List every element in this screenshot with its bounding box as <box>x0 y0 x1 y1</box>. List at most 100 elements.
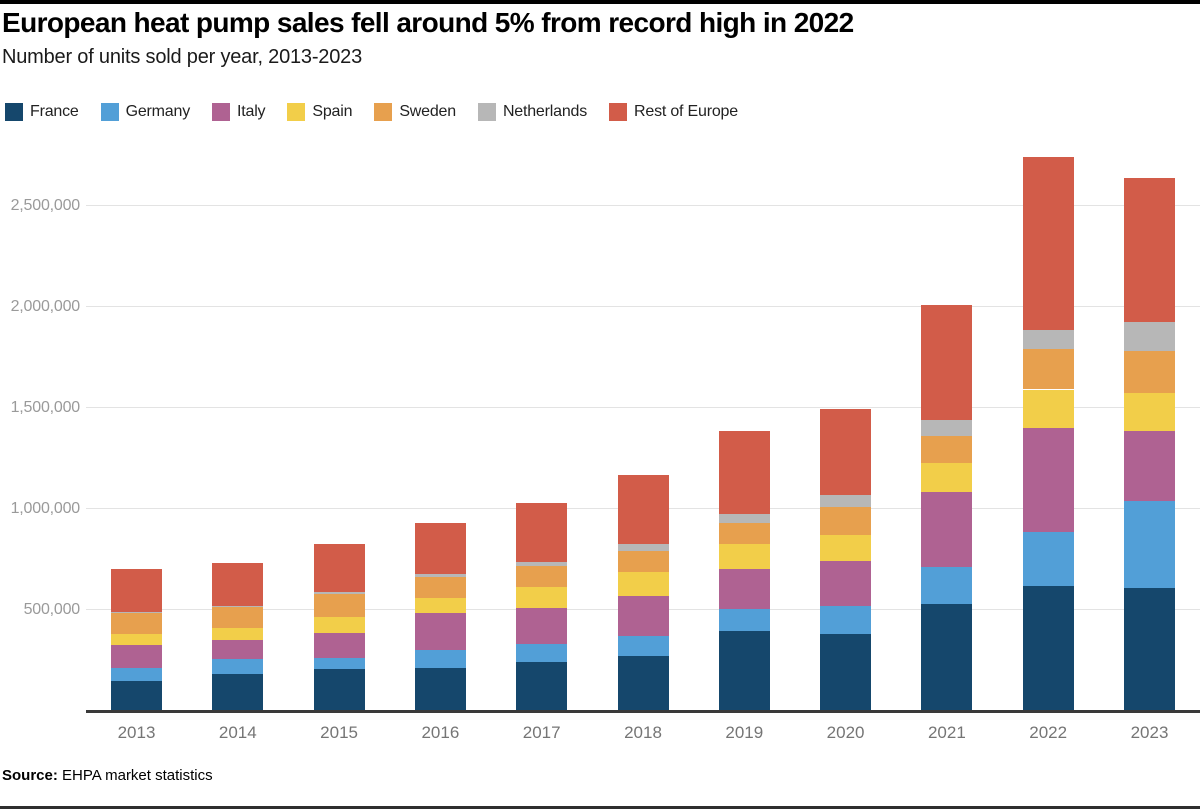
source-text: EHPA market statistics <box>57 767 213 784</box>
bar-segment-italy-2021 <box>921 491 973 568</box>
bar-segment-spain-2015 <box>313 616 365 633</box>
bar-segment-italy-2014 <box>212 640 264 659</box>
bar-segment-france-2021 <box>921 603 973 711</box>
bar-segment-germany-2022 <box>1022 532 1074 586</box>
bar-segment-italy-2017 <box>516 607 568 645</box>
bar-segment-sweden-2014 <box>212 607 264 628</box>
bar-segment-rest-of-europe-2017 <box>516 502 568 562</box>
bar-segment-germany-2018 <box>617 636 669 656</box>
legend-swatch-italy <box>212 103 231 121</box>
chart-header: European heat pump sales fell around 5% … <box>2 7 1192 69</box>
chart-title: European heat pump sales fell around 5% … <box>2 7 854 38</box>
bar-segment-france-2016 <box>414 667 466 711</box>
bar-segment-sweden-2022 <box>1022 349 1074 390</box>
legend-item-rest-of-europe: Rest of Europe <box>609 103 738 121</box>
bar-segment-france-2018 <box>617 655 669 711</box>
bar-segment-germany-2014 <box>212 658 264 675</box>
x-axis-label-2023: 2023 <box>1130 723 1169 742</box>
legend-swatch-germany <box>100 103 119 121</box>
bar-segment-netherlands-2017 <box>516 561 568 566</box>
legend-swatch-sweden <box>374 103 393 121</box>
bar-segment-rest-of-europe-2020 <box>820 409 872 496</box>
bar-segment-rest-of-europe-2014 <box>212 563 264 607</box>
bar-segment-netherlands-2023 <box>1124 322 1175 352</box>
bar-segment-italy-2022 <box>1022 427 1074 533</box>
legend-item-netherlands: Netherlands <box>477 103 587 121</box>
bar-segment-sweden-2019 <box>718 523 770 544</box>
bar-segment-spain-2021 <box>921 462 973 492</box>
bar-segment-italy-2019 <box>718 569 770 609</box>
y-axis-label: 2,500,000 <box>10 196 81 214</box>
x-axis-label-2018: 2018 <box>624 723 662 742</box>
bar-segment-rest-of-europe-2023 <box>1124 178 1175 323</box>
bar-segment-france-2023 <box>1124 587 1175 711</box>
y-axis-label: 2,000,000 <box>10 297 81 315</box>
chart-subtitle: Number of units sold per year, 2013-2023 <box>2 46 362 69</box>
axis-baseline <box>86 710 1200 713</box>
bar-segment-germany-2021 <box>921 567 973 604</box>
x-axis-label-2020: 2020 <box>826 723 865 742</box>
bar-segment-italy-2013 <box>111 644 162 668</box>
bar-segment-sweden-2018 <box>617 550 669 573</box>
legend-label: France <box>30 103 79 120</box>
legend-label: Rest of Europe <box>634 103 738 120</box>
bar-segment-france-2015 <box>313 668 365 711</box>
legend-item-germany: Germany <box>100 103 190 121</box>
legend-label: Italy <box>237 103 266 120</box>
x-axis-label-2013: 2013 <box>117 723 156 742</box>
bar-segment-italy-2016 <box>414 613 466 651</box>
y-gridline-1500000 <box>86 407 1200 409</box>
legend-swatch-netherlands <box>477 103 496 121</box>
bar-segment-spain-2013 <box>111 633 162 645</box>
legend-item-spain: Spain <box>287 103 353 121</box>
bar-segment-germany-2023 <box>1124 500 1175 588</box>
bar-segment-spain-2023 <box>1124 392 1175 431</box>
bar-segment-italy-2015 <box>313 632 365 658</box>
bar-segment-rest-of-europe-2021 <box>921 304 973 421</box>
bar-segment-rest-of-europe-2016 <box>414 523 466 575</box>
bar-segment-netherlands-2018 <box>617 544 669 551</box>
bar-segment-sweden-2017 <box>516 566 568 587</box>
bar-segment-sweden-2016 <box>414 576 466 598</box>
legend-item-italy: Italy <box>212 103 266 121</box>
bar-segment-spain-2019 <box>718 543 770 570</box>
bar-segment-netherlands-2015 <box>313 592 365 594</box>
legend-item-france: France <box>5 103 79 121</box>
bar-segment-germany-2013 <box>111 667 162 681</box>
bar-segment-netherlands-2022 <box>1022 330 1074 350</box>
x-axis-label-2019: 2019 <box>725 723 764 742</box>
bar-segment-sweden-2013 <box>111 613 162 634</box>
y-gridline-2500000 <box>86 205 1200 206</box>
y-axis-label: 1,500,000 <box>10 398 81 416</box>
legend: France Germany Italy Spain Sweden Netherlands… <box>5 103 738 121</box>
bar-segment-france-2017 <box>516 662 568 711</box>
bar-segment-netherlands-2021 <box>921 420 973 436</box>
bar-segment-sweden-2023 <box>1124 351 1175 393</box>
bar-segment-spain-2017 <box>516 586 568 608</box>
bar-segment-netherlands-2020 <box>820 495 872 507</box>
bar-segment-germany-2016 <box>414 650 466 668</box>
y-axis-label: 1,000,000 <box>10 499 81 517</box>
bar-segment-rest-of-europe-2015 <box>313 543 365 593</box>
legend-item-sweden: Sweden <box>374 103 456 121</box>
x-axis-label-2017: 2017 <box>522 723 561 742</box>
bar-segment-sweden-2015 <box>313 593 365 617</box>
x-axis-label-2016: 2016 <box>421 723 460 742</box>
bottom-border-rule <box>0 806 1200 809</box>
legend-swatch-spain <box>287 103 306 121</box>
bar-segment-sweden-2020 <box>820 506 872 535</box>
x-axis-label-2014: 2014 <box>218 723 257 742</box>
bar-segment-italy-2018 <box>617 596 669 637</box>
plot-area: 500,000 1,000,000 1,500,000 2,000,000 2,500,… <box>0 140 1200 760</box>
bar-segment-netherlands-2013 <box>111 612 162 614</box>
y-gridline-2000000 <box>86 306 1200 308</box>
bar-segment-rest-of-europe-2019 <box>718 431 770 515</box>
legend-label: Sweden <box>399 103 456 120</box>
bar-segment-spain-2014 <box>212 627 264 641</box>
bar-segment-spain-2022 <box>1022 389 1074 428</box>
x-axis-label-2015: 2015 <box>320 723 358 742</box>
bar-segment-germany-2019 <box>718 608 770 632</box>
bar-segment-spain-2020 <box>820 534 872 561</box>
bar-segment-germany-2015 <box>313 657 365 669</box>
legend-label: Spain <box>312 103 353 120</box>
